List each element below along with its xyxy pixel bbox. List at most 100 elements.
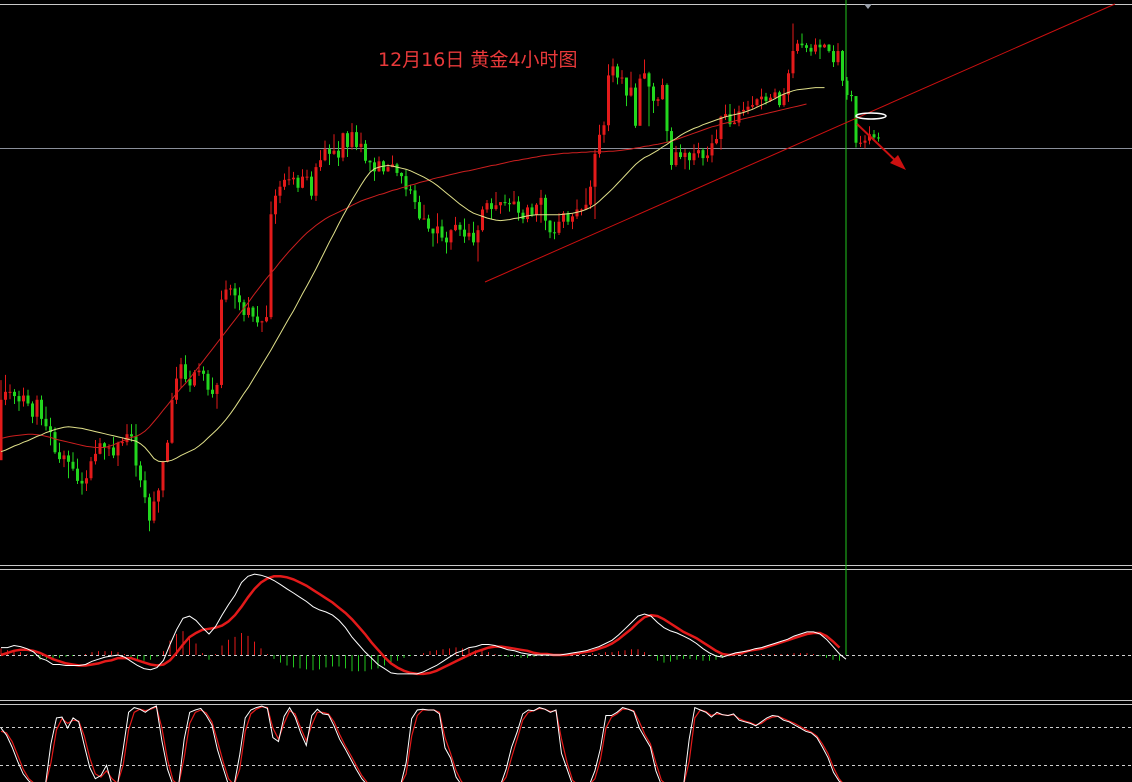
candle-body <box>40 399 43 419</box>
candle-body <box>278 186 282 196</box>
highlight-ellipse-marker <box>855 112 887 120</box>
candle-body <box>764 96 768 101</box>
candle-body <box>17 396 21 402</box>
candle-body <box>611 66 615 76</box>
candle-body <box>607 75 610 126</box>
candle-body <box>800 43 804 46</box>
candle-body <box>503 202 507 204</box>
macd-dif-line <box>1 573 847 675</box>
candle-body <box>643 73 646 79</box>
candle-body <box>656 99 660 101</box>
candle-body <box>571 216 574 222</box>
candle-body <box>71 461 75 469</box>
candle-body <box>31 403 34 417</box>
candle-body <box>148 497 151 521</box>
candle-body <box>337 150 340 158</box>
candle-body <box>323 149 327 161</box>
candle-body <box>445 237 448 243</box>
candle-body <box>139 465 142 481</box>
candle-body <box>400 172 403 177</box>
candle-body <box>224 289 228 300</box>
candle-body <box>566 213 570 222</box>
candle-body <box>737 111 741 123</box>
candle-body <box>742 109 745 112</box>
candle-body <box>494 205 498 209</box>
candle-body <box>359 143 363 147</box>
candle-body <box>161 461 165 491</box>
candle-body <box>350 132 354 147</box>
candle-body <box>409 189 412 191</box>
candle-body <box>553 232 556 234</box>
candle-body <box>782 94 786 106</box>
candle-body <box>256 316 259 323</box>
candle-body <box>395 164 399 173</box>
candle-body <box>62 455 66 460</box>
candle-body <box>787 73 790 95</box>
down-arrow-shaft <box>856 123 900 165</box>
candle-body <box>859 142 862 144</box>
candle-body <box>287 179 291 181</box>
candle-body <box>791 51 795 74</box>
candle-body <box>44 418 48 427</box>
candle-body <box>467 232 471 237</box>
candle-body <box>863 140 867 143</box>
candle-body <box>328 149 331 154</box>
candle-body <box>26 395 30 404</box>
moving-average-fast-line <box>0 87 825 463</box>
candle-body <box>629 87 633 96</box>
candle-body <box>854 96 858 143</box>
candle-body <box>220 299 223 385</box>
candle-body <box>818 44 822 48</box>
candle-body <box>427 218 430 229</box>
candle-body <box>134 436 138 466</box>
candle-body <box>796 43 799 52</box>
main-price-pane <box>0 23 880 532</box>
candle-body <box>440 226 444 238</box>
candle-body <box>724 114 727 117</box>
candle-body <box>827 44 831 52</box>
candle-body <box>193 372 196 386</box>
candle-body <box>76 468 79 481</box>
candle-body <box>535 204 538 215</box>
candle-body <box>292 177 295 180</box>
candle-body <box>103 443 106 448</box>
candle-body <box>89 461 93 479</box>
candle-body <box>53 432 57 453</box>
candle-body <box>481 209 484 231</box>
candle-body <box>355 132 358 147</box>
candle-body <box>85 478 88 484</box>
candle-body <box>778 92 781 106</box>
candle-body <box>188 379 192 386</box>
candle-body <box>823 44 826 48</box>
macd-indicator-pane <box>0 0 1132 676</box>
candle-body <box>751 105 754 107</box>
candle-body <box>710 143 714 156</box>
candle-body <box>697 150 700 154</box>
candle-body <box>530 207 534 215</box>
candle-body <box>661 84 664 100</box>
candle-body <box>638 78 642 126</box>
candle-body <box>584 204 588 210</box>
candle-body <box>157 490 160 502</box>
candle-body <box>557 221 561 233</box>
scroll-marker-icon[interactable] <box>864 4 872 9</box>
candle-body <box>206 373 210 390</box>
candle-body <box>548 220 552 233</box>
candle-body <box>436 226 439 234</box>
candle-body <box>836 51 840 63</box>
down-arrow-head-icon <box>890 155 906 170</box>
candle-body <box>814 44 817 52</box>
candle-body <box>305 176 309 178</box>
candle-body <box>368 160 372 163</box>
candle-body <box>211 389 214 394</box>
candle-body <box>674 152 678 165</box>
trendline <box>484 3 1116 283</box>
candle-body <box>80 480 84 484</box>
candle-body <box>517 201 520 213</box>
candle-body <box>458 224 462 230</box>
candle-body <box>260 321 264 323</box>
candle-body <box>94 453 97 462</box>
candle-body <box>521 212 525 220</box>
